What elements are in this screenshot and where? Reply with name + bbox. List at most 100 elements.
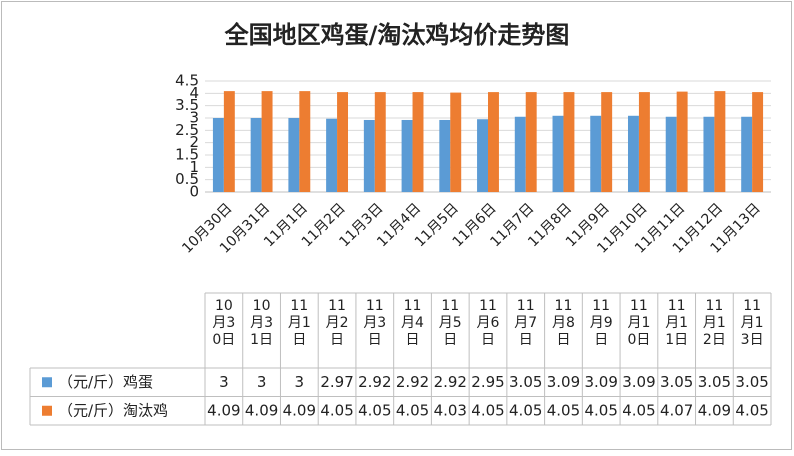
table-value: 3.09 [622,373,655,391]
bar [638,92,650,192]
table-header-cell: 10月31日 [250,298,274,348]
bar [601,92,613,192]
bar [627,115,639,192]
table-header-cell: 11月13日 [740,298,764,348]
table-header-cell: 11月6日 [476,298,500,348]
table-value: 2.95 [471,373,504,391]
bar [212,118,224,192]
table-value: 4.05 [547,401,580,419]
table-header-cell: 11月11日 [665,298,689,348]
y-tick-label: 1.5 [175,146,199,164]
table-header-text: 11月3日 [363,298,387,348]
bar [665,116,677,192]
table-value: 3.05 [735,373,768,391]
legend-label: （元/斤）淘汰鸡 [58,401,168,419]
table-header-text: 11月5日 [438,298,462,348]
bar [299,91,311,192]
bar [374,92,386,192]
table-header-text: 11月6日 [476,298,500,348]
table-header-text: 10月30日 [212,298,236,348]
bar [401,119,413,192]
bar [525,92,537,192]
table-value: 4.09 [698,401,731,419]
table-header-text: 11月13日 [740,298,764,348]
table-header-cell: 11月4日 [401,298,424,348]
table-value: 3.05 [698,373,731,391]
table-header-text: 11月11日 [665,298,689,348]
bar [676,91,688,192]
bar [552,115,564,192]
table-value: 4.05 [471,401,504,419]
table-header-text: 11月8日 [551,298,575,348]
table-value: 4.05 [584,401,617,419]
table-header-text: 10月31日 [250,298,274,348]
y-tick-label: 4.5 [175,72,199,90]
table-value: 4.05 [509,401,542,419]
table-header-cell: 11月10日 [627,298,651,348]
bar [412,92,424,192]
y-tick-label: 4 [189,84,199,102]
table-value: 4.05 [320,401,353,419]
bar [439,119,451,192]
bar [741,116,753,192]
table-value: 2.92 [396,373,429,391]
table-header-cell: 11月8日 [551,298,575,348]
table-header-text: 11月1日 [287,298,311,348]
table-value: 3.05 [509,373,542,391]
table-header-cell: 11月2日 [326,298,349,348]
table-value: 3 [219,373,229,391]
table-value: 4.07 [660,401,693,419]
bar [337,92,349,192]
legend-key [42,405,52,416]
table-value: 2.92 [358,373,391,391]
bar [288,118,300,192]
table-value: 2.92 [434,373,467,391]
table-header-cell: 11月7日 [514,298,537,348]
table-value: 3.09 [584,373,617,391]
table-value: 3.09 [547,373,580,391]
y-tick-label: 0 [189,183,199,201]
bar [250,118,262,192]
table-header-cell: 11月5日 [438,298,462,348]
table-value: 3 [257,373,267,391]
bar [477,119,488,192]
bar [590,115,602,192]
table-value: 4.05 [358,401,391,419]
table-header-cell: 10月30日 [212,298,236,348]
table-header-text: 11月12日 [702,298,726,348]
bar [223,91,235,192]
table-value: 4.05 [735,401,768,419]
chart-title: 全国地区鸡蛋/淘汰鸡均价走势图 [224,21,570,49]
table-value: 3.05 [660,373,693,391]
bar [714,91,726,192]
bar [488,92,499,192]
table-value: 4.09 [245,401,278,419]
table-header-cell: 11月9日 [589,298,613,348]
y-tick-label: 3.5 [175,96,199,114]
bar [326,118,338,192]
bar [703,116,715,192]
table-header-text: 11月9日 [589,298,613,348]
table-header-text: 11月10日 [627,298,651,348]
legend-key [42,377,52,388]
table-header-cell: 11月12日 [702,298,726,348]
table-value: 4.09 [283,401,316,419]
bar [514,116,526,192]
bar [363,119,375,192]
table-value: 4.03 [434,401,467,419]
legend-label: （元/斤）鸡蛋 [58,373,153,391]
y-tick-label: 3 [189,109,199,127]
y-tick-label: 1 [189,158,199,176]
bar [261,91,273,192]
y-tick-label: 2.5 [175,121,199,139]
bar [563,92,575,192]
table-value: 2.97 [320,373,353,391]
bar [450,92,462,192]
table-header-cell: 11月1日 [287,298,311,348]
table-header-text: 11月4日 [401,298,424,348]
table-value: 4.09 [207,401,240,419]
table-value: 4.05 [622,401,655,419]
y-tick-label: 0.5 [175,170,199,188]
